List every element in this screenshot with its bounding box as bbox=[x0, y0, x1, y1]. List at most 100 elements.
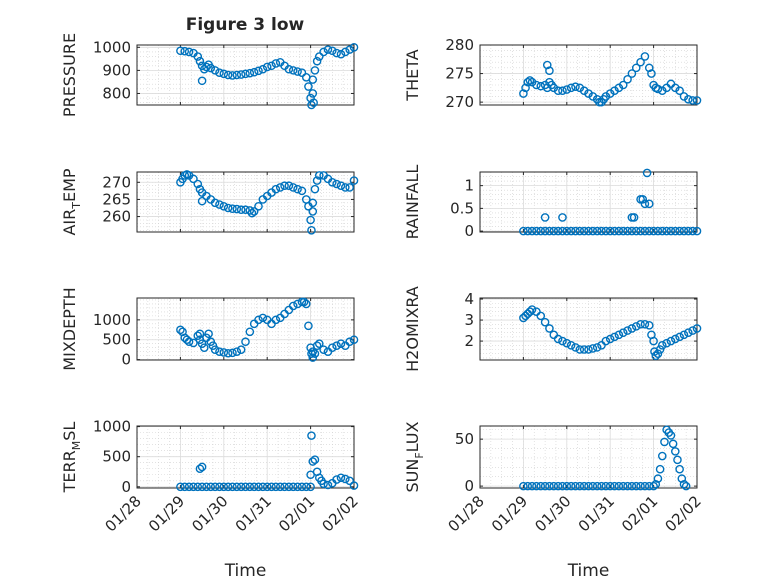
data-point bbox=[640, 226, 650, 236]
data-point bbox=[280, 482, 289, 492]
data-point bbox=[232, 204, 242, 214]
data-point bbox=[540, 481, 550, 491]
data-point bbox=[332, 341, 341, 350]
data-point bbox=[653, 349, 663, 358]
data-point bbox=[636, 226, 645, 236]
minor-grid bbox=[136, 171, 355, 232]
data-point bbox=[675, 332, 684, 342]
data-point bbox=[681, 481, 691, 491]
data-point bbox=[271, 59, 281, 68]
data-point bbox=[651, 351, 661, 361]
y-tick-label: 1000 bbox=[93, 311, 131, 329]
data-point bbox=[653, 474, 663, 483]
data-point bbox=[666, 336, 676, 346]
data-point bbox=[262, 482, 272, 492]
data-point bbox=[558, 226, 567, 236]
data-point bbox=[271, 184, 281, 194]
subplot-mixdepth: 0 500 1000 MIXDEPTH bbox=[60, 287, 359, 371]
data-point bbox=[566, 481, 576, 491]
data-point bbox=[545, 66, 554, 76]
data-point bbox=[558, 336, 567, 346]
data-point bbox=[640, 199, 650, 209]
data-point bbox=[684, 226, 693, 236]
data-point bbox=[601, 336, 611, 346]
y-tick-label: 280 bbox=[445, 36, 474, 54]
data-point bbox=[527, 305, 537, 314]
data-point bbox=[629, 213, 639, 222]
y-tick-label: 500 bbox=[102, 448, 131, 466]
data-point bbox=[232, 70, 242, 80]
data-point bbox=[579, 345, 589, 354]
subplot-pressure: 800 900 1000 PRESSURE bbox=[60, 33, 359, 117]
subplot-rainfall: 0 0.5 1 RAINFALL bbox=[403, 165, 702, 240]
data-point bbox=[299, 297, 309, 307]
data-point bbox=[241, 482, 250, 492]
data-point bbox=[601, 226, 611, 236]
data-point bbox=[536, 481, 546, 491]
data-point bbox=[254, 201, 263, 211]
y-tick-label: 4 bbox=[464, 290, 474, 308]
data-point bbox=[588, 226, 598, 236]
data-point bbox=[288, 66, 298, 75]
data-point bbox=[297, 482, 307, 492]
data-point bbox=[308, 207, 318, 216]
data-point bbox=[197, 482, 207, 492]
x-tick-label: 02/02 bbox=[319, 492, 362, 535]
data-point bbox=[308, 89, 318, 98]
data-point bbox=[618, 80, 628, 90]
data-point bbox=[301, 299, 311, 309]
data-point bbox=[671, 226, 680, 236]
data-point bbox=[636, 319, 645, 329]
data-point bbox=[197, 196, 207, 206]
data-point bbox=[562, 85, 572, 94]
data-point bbox=[349, 335, 359, 345]
data-point bbox=[566, 226, 576, 236]
axes-box bbox=[479, 297, 698, 361]
data-point bbox=[312, 341, 322, 350]
data-point bbox=[545, 324, 554, 333]
data-point bbox=[636, 57, 645, 67]
data-point bbox=[532, 80, 541, 90]
data-point bbox=[219, 482, 229, 492]
data-point bbox=[597, 226, 606, 236]
data-point bbox=[254, 482, 263, 492]
data-point bbox=[327, 343, 337, 352]
data-point bbox=[308, 75, 318, 84]
data-point bbox=[675, 464, 684, 474]
data-point bbox=[312, 176, 322, 185]
data-point bbox=[649, 336, 658, 346]
subplot-theta: 270 275 280 THETA bbox=[403, 36, 702, 111]
y-tick-label: 0 bbox=[464, 222, 474, 240]
data-point bbox=[197, 76, 207, 86]
x-tick-label: 01/30 bbox=[531, 492, 574, 535]
data-point bbox=[195, 329, 205, 339]
y-tick-label: 275 bbox=[445, 65, 474, 83]
data-point bbox=[271, 482, 281, 492]
data-point bbox=[319, 345, 328, 354]
data-point bbox=[310, 66, 320, 75]
y-tick-label: 50 bbox=[455, 430, 474, 448]
data-point bbox=[307, 225, 316, 235]
data-series bbox=[176, 297, 359, 362]
y-axis-label: AIRTEMP bbox=[60, 168, 83, 235]
data-point bbox=[536, 226, 546, 236]
data-point bbox=[610, 226, 619, 236]
data-point bbox=[189, 174, 198, 184]
data-point bbox=[349, 176, 359, 185]
data-point bbox=[236, 70, 246, 79]
data-point bbox=[623, 326, 632, 335]
data-point bbox=[618, 226, 628, 236]
data-point bbox=[308, 457, 318, 466]
data-point bbox=[575, 481, 585, 491]
data-point bbox=[349, 43, 359, 52]
y-tick-label: 260 bbox=[102, 208, 131, 226]
data-point bbox=[280, 181, 289, 191]
data-point bbox=[562, 226, 572, 236]
data-point bbox=[247, 208, 257, 218]
data-point bbox=[662, 226, 671, 236]
data-point bbox=[215, 347, 224, 356]
data-point bbox=[202, 62, 211, 72]
data-point bbox=[558, 213, 567, 222]
y-axis-label: SUNFLUX bbox=[403, 421, 426, 492]
data-series bbox=[519, 168, 702, 236]
